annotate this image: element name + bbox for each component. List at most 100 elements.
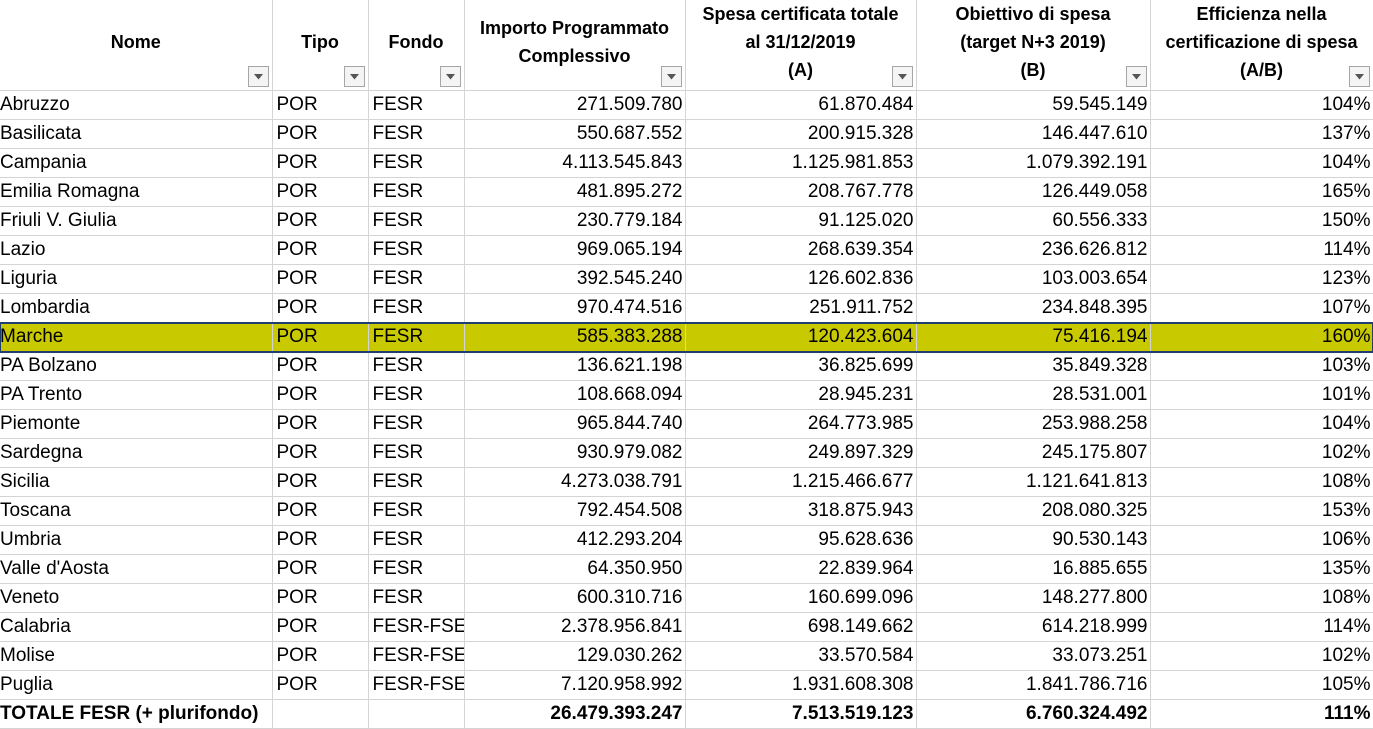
cell-spesa[interactable]: 1.125.981.853 bbox=[685, 148, 917, 178]
cell-tipo[interactable]: POR bbox=[272, 90, 369, 120]
cell-tipo[interactable] bbox=[272, 699, 369, 729]
cell-spesa[interactable]: 36.825.699 bbox=[685, 351, 917, 381]
cell-obiettivo[interactable]: 208.080.325 bbox=[916, 496, 1151, 526]
cell-fondo[interactable]: FESR bbox=[368, 409, 465, 439]
cell-nome[interactable]: PA Trento bbox=[0, 380, 273, 410]
cell-efficienza[interactable]: 102% bbox=[1150, 438, 1373, 468]
cell-fondo[interactable]: FESR bbox=[368, 583, 465, 613]
cell-tipo[interactable]: POR bbox=[272, 525, 369, 555]
filter-button-tipo[interactable] bbox=[343, 66, 365, 87]
cell-nome[interactable]: Marche bbox=[0, 322, 273, 352]
cell-spesa[interactable]: 208.767.778 bbox=[685, 177, 917, 207]
cell-efficienza[interactable]: 137% bbox=[1150, 119, 1373, 149]
cell-fondo[interactable]: FESR bbox=[368, 177, 465, 207]
cell-importo[interactable]: 7.120.958.992 bbox=[464, 670, 686, 700]
cell-nome[interactable]: Veneto bbox=[0, 583, 273, 613]
cell-fondo[interactable]: FESR-FSE bbox=[368, 641, 465, 671]
cell-tipo[interactable]: POR bbox=[272, 206, 369, 236]
cell-nome[interactable]: Toscana bbox=[0, 496, 273, 526]
cell-spesa[interactable]: 160.699.096 bbox=[685, 583, 917, 613]
cell-obiettivo[interactable]: 16.885.655 bbox=[916, 554, 1151, 584]
cell-obiettivo[interactable]: 28.531.001 bbox=[916, 380, 1151, 410]
cell-importo[interactable]: 965.844.740 bbox=[464, 409, 686, 439]
cell-efficienza[interactable]: 103% bbox=[1150, 351, 1373, 381]
cell-efficienza[interactable]: 160% bbox=[1150, 322, 1373, 352]
cell-tipo[interactable]: POR bbox=[272, 380, 369, 410]
cell-importo[interactable]: 392.545.240 bbox=[464, 264, 686, 294]
cell-importo[interactable]: 550.687.552 bbox=[464, 119, 686, 149]
cell-tipo[interactable]: POR bbox=[272, 554, 369, 584]
cell-spesa[interactable]: 251.911.752 bbox=[685, 293, 917, 323]
cell-fondo[interactable]: FESR bbox=[368, 554, 465, 584]
filter-button-nome[interactable] bbox=[247, 66, 269, 87]
cell-obiettivo[interactable]: 33.073.251 bbox=[916, 641, 1151, 671]
cell-importo[interactable]: 108.668.094 bbox=[464, 380, 686, 410]
cell-nome[interactable]: Abruzzo bbox=[0, 90, 273, 120]
cell-importo[interactable]: 2.378.956.841 bbox=[464, 612, 686, 642]
cell-importo[interactable]: 969.065.194 bbox=[464, 235, 686, 265]
cell-importo[interactable]: 412.293.204 bbox=[464, 525, 686, 555]
cell-efficienza[interactable]: 165% bbox=[1150, 177, 1373, 207]
cell-importo[interactable]: 970.474.516 bbox=[464, 293, 686, 323]
cell-tipo[interactable]: POR bbox=[272, 612, 369, 642]
cell-importo[interactable]: 271.509.780 bbox=[464, 90, 686, 120]
cell-nome[interactable]: TOTALE FESR (+ plurifondo) bbox=[0, 699, 273, 729]
cell-efficienza[interactable]: 104% bbox=[1150, 409, 1373, 439]
cell-efficienza[interactable]: 111% bbox=[1150, 699, 1373, 729]
cell-tipo[interactable]: POR bbox=[272, 467, 369, 497]
cell-obiettivo[interactable]: 245.175.807 bbox=[916, 438, 1151, 468]
filter-button-importo[interactable] bbox=[660, 66, 682, 87]
cell-tipo[interactable]: POR bbox=[272, 322, 369, 352]
cell-fondo[interactable]: FESR bbox=[368, 496, 465, 526]
cell-tipo[interactable]: POR bbox=[272, 119, 369, 149]
cell-nome[interactable]: Campania bbox=[0, 148, 273, 178]
cell-importo[interactable]: 585.383.288 bbox=[464, 322, 686, 352]
cell-spesa[interactable]: 95.628.636 bbox=[685, 525, 917, 555]
cell-efficienza[interactable]: 105% bbox=[1150, 670, 1373, 700]
cell-spesa[interactable]: 264.773.985 bbox=[685, 409, 917, 439]
cell-efficienza[interactable]: 114% bbox=[1150, 235, 1373, 265]
cell-tipo[interactable]: POR bbox=[272, 351, 369, 381]
cell-importo[interactable]: 930.979.082 bbox=[464, 438, 686, 468]
cell-tipo[interactable]: POR bbox=[272, 293, 369, 323]
cell-tipo[interactable]: POR bbox=[272, 177, 369, 207]
cell-fondo[interactable]: FESR bbox=[368, 525, 465, 555]
cell-fondo[interactable]: FESR bbox=[368, 90, 465, 120]
cell-spesa[interactable]: 61.870.484 bbox=[685, 90, 917, 120]
cell-spesa[interactable]: 1.215.466.677 bbox=[685, 467, 917, 497]
cell-obiettivo[interactable]: 1.841.786.716 bbox=[916, 670, 1151, 700]
cell-efficienza[interactable]: 150% bbox=[1150, 206, 1373, 236]
filter-button-efficienza[interactable] bbox=[1348, 66, 1370, 87]
cell-tipo[interactable]: POR bbox=[272, 264, 369, 294]
cell-efficienza[interactable]: 104% bbox=[1150, 148, 1373, 178]
cell-fondo[interactable]: FESR bbox=[368, 119, 465, 149]
cell-importo[interactable]: 600.310.716 bbox=[464, 583, 686, 613]
cell-fondo[interactable]: FESR bbox=[368, 206, 465, 236]
cell-obiettivo[interactable]: 60.556.333 bbox=[916, 206, 1151, 236]
cell-tipo[interactable]: POR bbox=[272, 438, 369, 468]
cell-obiettivo[interactable]: 236.626.812 bbox=[916, 235, 1151, 265]
cell-nome[interactable]: PA Bolzano bbox=[0, 351, 273, 381]
cell-nome[interactable]: Umbria bbox=[0, 525, 273, 555]
cell-nome[interactable]: Basilicata bbox=[0, 119, 273, 149]
cell-importo[interactable]: 64.350.950 bbox=[464, 554, 686, 584]
cell-efficienza[interactable]: 107% bbox=[1150, 293, 1373, 323]
cell-spesa[interactable]: 120.423.604 bbox=[685, 322, 917, 352]
cell-fondo[interactable]: FESR-FSE bbox=[368, 612, 465, 642]
cell-spesa[interactable]: 268.639.354 bbox=[685, 235, 917, 265]
cell-spesa[interactable]: 91.125.020 bbox=[685, 206, 917, 236]
cell-fondo[interactable]: FESR bbox=[368, 264, 465, 294]
cell-fondo[interactable]: FESR bbox=[368, 148, 465, 178]
cell-obiettivo[interactable]: 35.849.328 bbox=[916, 351, 1151, 381]
cell-spesa[interactable]: 200.915.328 bbox=[685, 119, 917, 149]
cell-spesa[interactable]: 126.602.836 bbox=[685, 264, 917, 294]
cell-nome[interactable]: Lazio bbox=[0, 235, 273, 265]
cell-fondo[interactable]: FESR bbox=[368, 438, 465, 468]
cell-importo[interactable]: 481.895.272 bbox=[464, 177, 686, 207]
cell-fondo[interactable] bbox=[368, 699, 465, 729]
cell-obiettivo[interactable]: 103.003.654 bbox=[916, 264, 1151, 294]
cell-nome[interactable]: Sardegna bbox=[0, 438, 273, 468]
cell-obiettivo[interactable]: 148.277.800 bbox=[916, 583, 1151, 613]
cell-obiettivo[interactable]: 146.447.610 bbox=[916, 119, 1151, 149]
cell-obiettivo[interactable]: 234.848.395 bbox=[916, 293, 1151, 323]
